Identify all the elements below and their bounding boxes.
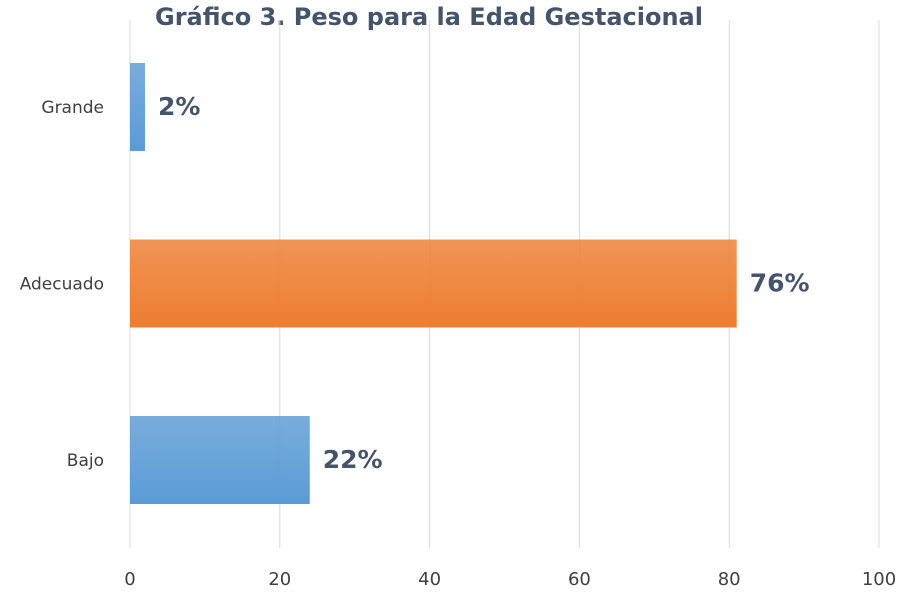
chart-title: Gráfico 3. Peso para la Edad Gestacional [155,3,703,31]
y-tick-label: Adecuado [20,275,104,295]
bar [130,63,145,151]
bar [130,416,310,504]
y-tick-label: Grande [41,98,104,118]
x-tick-label: 0 [124,569,135,590]
value-label: 76% [750,269,810,298]
x-tick-label: 100 [862,569,896,590]
x-tick-label: 40 [418,569,441,590]
value-label: 2% [158,92,200,121]
y-tick-label: Bajo [67,451,104,471]
x-tick-label: 80 [718,569,741,590]
x-tick-label: 60 [568,569,591,590]
bar [130,239,737,328]
x-tick-label: 20 [268,569,291,590]
value-label: 22% [323,445,383,474]
